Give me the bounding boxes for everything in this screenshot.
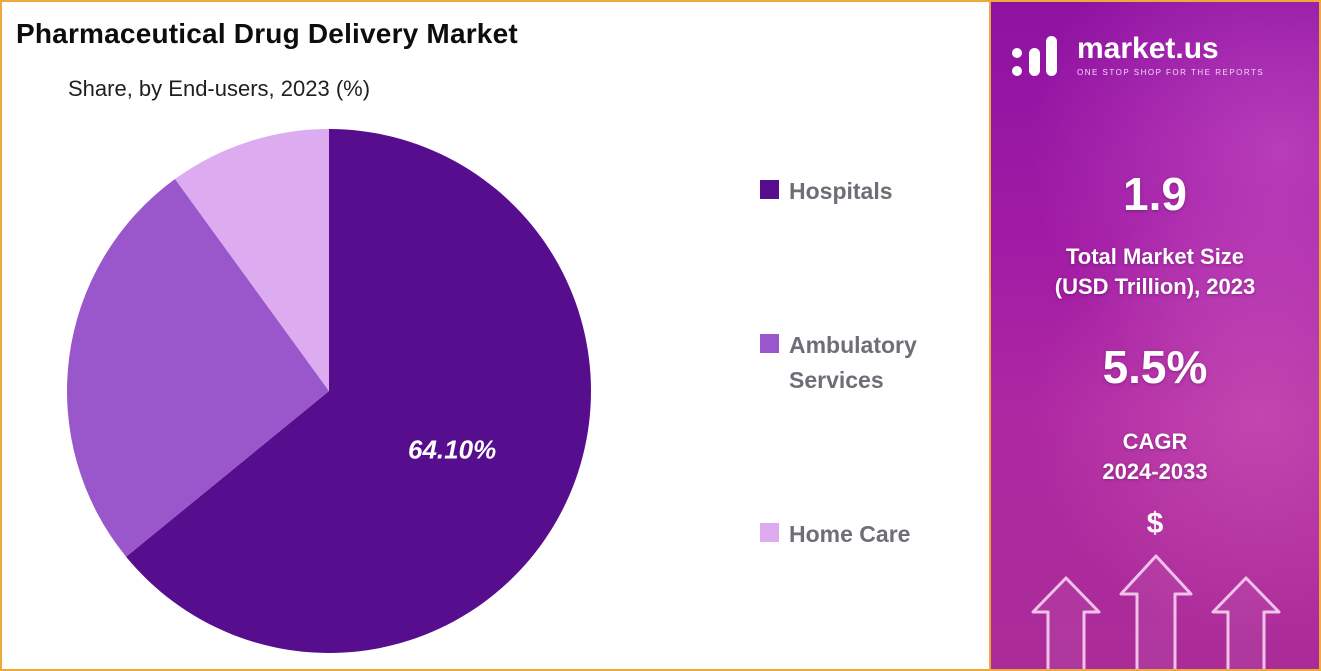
legend-label: Home Care bbox=[789, 520, 911, 547]
legend-item-ambulatory-services: Ambulatory Services bbox=[760, 328, 970, 399]
pie-slice-ambulatory-services bbox=[67, 179, 329, 557]
sidebar: market.us ONE STOP SHOP FOR THE REPORTS … bbox=[989, 2, 1319, 669]
stat-market-size-label-line2: (USD Trillion), 2023 bbox=[1054, 273, 1256, 299]
up-arrow-center-icon bbox=[1119, 554, 1193, 669]
growth-arrows-icon bbox=[1031, 554, 1281, 669]
stat-cagr-label-line2: 2024-2033 bbox=[1102, 458, 1208, 484]
stat-cagr-label-line1: CAGR bbox=[1122, 429, 1188, 454]
pie-data-label: 64.10% bbox=[408, 434, 496, 464]
pie-slice-home-care bbox=[175, 129, 329, 391]
legend-swatch-icon bbox=[760, 522, 779, 542]
up-arrow-right-icon bbox=[1211, 576, 1281, 669]
stat-market-size-label: Total Market Size (USD Trillion), 2023 bbox=[991, 242, 1319, 301]
legend-swatch-icon bbox=[760, 180, 779, 199]
chart-legend: Hospitals Ambulatory Services Home Care bbox=[760, 174, 970, 553]
legend-label: Ambulatory Services bbox=[789, 331, 917, 394]
stat-market-size-value: 1.9 bbox=[1123, 168, 1187, 220]
stat-market-size-label-line1: Total Market Size bbox=[1065, 244, 1245, 269]
up-arrow-left-icon bbox=[1031, 576, 1101, 669]
chart-panel: Pharmaceutical Drug Delivery Market Shar… bbox=[2, 2, 991, 669]
legend-item-hospitals: Hospitals bbox=[760, 174, 970, 210]
brand-name: market.us bbox=[1077, 31, 1219, 65]
marketus-logo-icon bbox=[1012, 36, 1057, 76]
chart-title: Pharmaceutical Drug Delivery Market bbox=[16, 18, 518, 49]
stat-cagr-label: CAGR 2024-2033 bbox=[991, 427, 1319, 486]
dollar-icon: $ bbox=[1146, 507, 1164, 540]
brand-tagline: ONE STOP SHOP FOR THE REPORTS bbox=[1077, 67, 1265, 77]
legend-label: Hospitals bbox=[789, 178, 893, 204]
stat-cagr-value: 5.5% bbox=[1102, 341, 1208, 393]
marketus-logo: market.us ONE STOP SHOP FOR THE REPORTS bbox=[1009, 30, 1309, 80]
pie-chart: 64.10% bbox=[67, 129, 592, 654]
legend-swatch-icon bbox=[760, 333, 779, 353]
logo-text-block: market.us ONE STOP SHOP FOR THE REPORTS bbox=[1077, 31, 1265, 77]
legend-item-home-care: Home Care bbox=[760, 517, 970, 553]
chart-subtitle: Share, by End-users, 2023 (%) bbox=[68, 76, 371, 101]
pie-slice-hospitals bbox=[126, 129, 592, 654]
